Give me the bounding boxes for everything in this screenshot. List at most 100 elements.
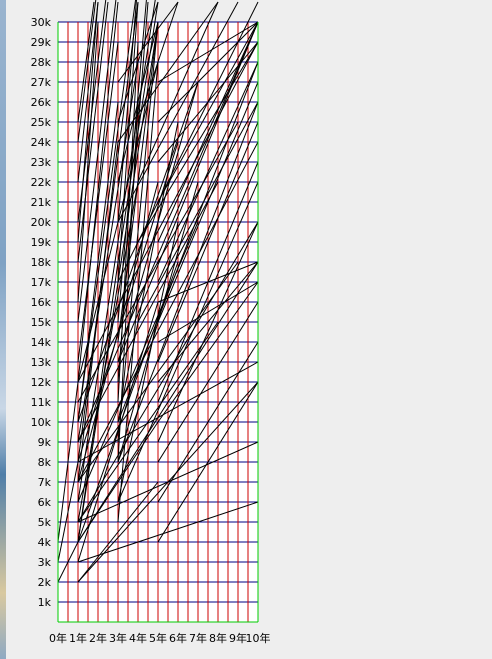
y-tick-label: 15k <box>31 316 52 329</box>
series-line-87 <box>137 41 259 243</box>
series-line-74 <box>77 361 259 463</box>
y-tick-label: 14k <box>31 336 52 349</box>
series-line-88 <box>137 1 219 183</box>
series-line-89 <box>137 1 179 123</box>
series-line-68 <box>157 281 259 423</box>
series-line-32 <box>77 121 239 403</box>
series-line-59 <box>157 61 259 283</box>
series-line-48 <box>117 41 139 403</box>
series-line-12 <box>77 0 117 323</box>
series-line-40 <box>117 1 179 83</box>
series-line-47 <box>117 101 139 463</box>
series-line-58 <box>157 81 259 323</box>
series-line-37 <box>117 1 259 283</box>
y-tick-label: 11k <box>31 396 52 409</box>
y-tick-label: 1k <box>38 596 52 609</box>
axes <box>57 22 259 623</box>
y-tick-label: 2k <box>38 576 52 589</box>
series-line-6 <box>77 41 259 383</box>
y-tick-label: 5k <box>38 516 52 529</box>
series-line-52 <box>117 121 179 423</box>
x-tick-label: 9年 <box>229 631 247 645</box>
series-line-11 <box>77 1 119 383</box>
series-line-62 <box>157 41 259 163</box>
x-tick-label: 1年 <box>69 631 87 645</box>
series-line-16 <box>77 0 97 143</box>
series-line-79 <box>57 381 79 543</box>
series-line-60 <box>157 21 259 243</box>
series-line-33 <box>117 181 259 503</box>
series-line-84 <box>77 21 99 303</box>
y-tick-label: 8k <box>38 456 52 469</box>
y-tick-label: 6k <box>38 496 52 509</box>
series-line-20 <box>77 181 139 523</box>
series-line-66 <box>157 281 259 343</box>
x-tick-label: 0年 <box>49 631 67 645</box>
series-line-55 <box>157 221 259 443</box>
y-tick-label: 13k <box>31 356 52 369</box>
series-line-80 <box>117 21 159 183</box>
y-tick-label: 12k <box>31 376 52 389</box>
series-line-8 <box>77 0 156 503</box>
series-line-54 <box>117 81 199 363</box>
series-line-2 <box>77 261 259 543</box>
y-tick-label: 9k <box>38 436 52 449</box>
y-tick-label: 20k <box>31 216 52 229</box>
series-line-29 <box>77 321 219 523</box>
y-tick-label: 26k <box>31 96 52 109</box>
y-tick-label: 27k <box>31 76 52 89</box>
series-line-35 <box>117 61 259 423</box>
series-line-34 <box>117 101 259 463</box>
y-tick-label: 21k <box>31 196 52 209</box>
series-line-65 <box>157 261 259 303</box>
series-line-42 <box>117 21 159 443</box>
x-tick-label: 4年 <box>129 631 147 645</box>
x-tick-label: 2年 <box>89 631 107 645</box>
series-line-50 <box>117 1 159 263</box>
series-line-13 <box>77 1 109 263</box>
x-tick-label: 10年 <box>246 631 271 645</box>
series-line-19 <box>77 141 119 483</box>
series-line-85 <box>77 1 99 243</box>
series-line-83 <box>77 41 119 363</box>
series-line-17 <box>77 1 95 123</box>
y-tick-label: 29k <box>31 36 52 49</box>
x-tick-label: 7年 <box>189 631 207 645</box>
y-tick-label: 10k <box>31 416 52 429</box>
y-tick-label: 28k <box>31 56 52 69</box>
series-line-63 <box>157 21 259 123</box>
series-line-69 <box>157 301 259 463</box>
series-line-10 <box>77 0 137 423</box>
series-line-46 <box>117 0 138 223</box>
series-line-82 <box>77 101 119 423</box>
series-line-51 <box>117 221 179 503</box>
series-lines <box>57 0 259 583</box>
y-tick-label: 3k <box>38 556 52 569</box>
series-line-21 <box>77 61 139 443</box>
y-tick-label: 24k <box>31 136 52 149</box>
series-line-44 <box>117 0 147 323</box>
series-line-3 <box>77 221 259 523</box>
y-tick-label: 16k <box>31 296 52 309</box>
series-line-78 <box>57 461 79 563</box>
series-line-67 <box>157 261 259 383</box>
y-tick-label: 18k <box>31 256 52 269</box>
series-line-18 <box>77 261 119 543</box>
series-line-72 <box>77 501 259 563</box>
x-tick-label: 5年 <box>149 631 167 645</box>
y-tick-label: 30k <box>31 16 52 29</box>
series-line-75 <box>77 481 159 583</box>
series-line-73 <box>77 441 259 523</box>
y-tick-label: 7k <box>38 476 52 489</box>
series-line-4 <box>77 141 259 483</box>
y-tick-label: 23k <box>31 156 52 169</box>
series-line-57 <box>157 121 259 363</box>
series-line-86 <box>137 101 259 323</box>
series-line-70 <box>157 341 259 503</box>
series-line-39 <box>117 1 219 143</box>
series-line-61 <box>157 21 259 203</box>
y-tick-label: 19k <box>31 236 52 249</box>
series-line-31 <box>77 261 239 483</box>
